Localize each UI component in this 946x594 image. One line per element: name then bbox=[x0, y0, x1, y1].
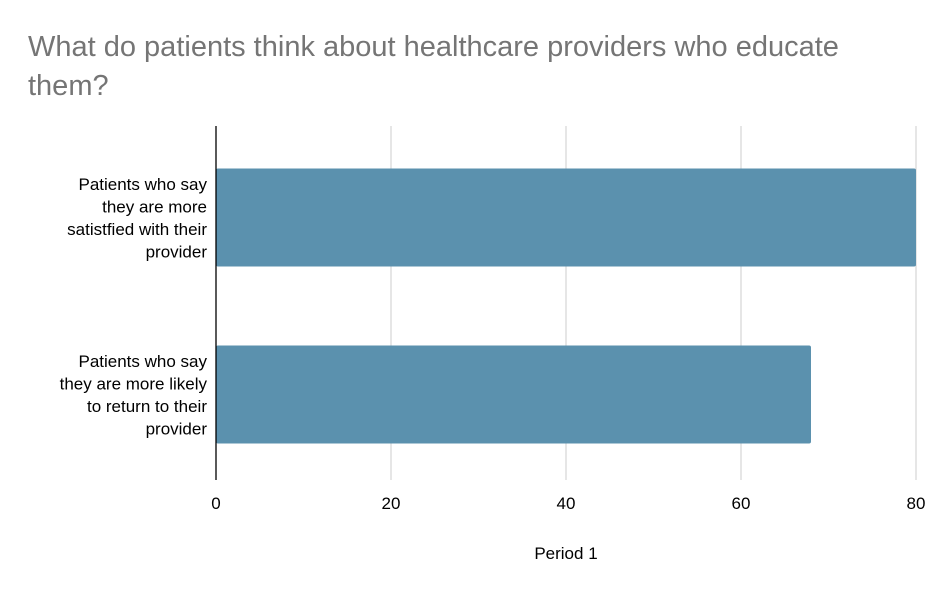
category-label-line: satistfied with their bbox=[67, 220, 207, 239]
x-tick-label: 0 bbox=[211, 494, 220, 513]
bar-1 bbox=[216, 168, 916, 267]
chart-title: What do patients think about healthcare … bbox=[28, 31, 839, 102]
category-label-line: they are more likely bbox=[60, 374, 208, 393]
x-tick-label: 60 bbox=[732, 494, 751, 513]
category-label-line: to return to their bbox=[87, 397, 207, 416]
category-label-line: provider bbox=[146, 242, 208, 261]
x-axis-title: Period 1 bbox=[534, 544, 597, 563]
category-label-line: provider bbox=[146, 419, 208, 438]
labels: 0 20 40 60 80 Patients who say they are more sa… bbox=[60, 175, 926, 563]
x-tick-label: 20 bbox=[382, 494, 401, 513]
x-tick-label: 80 bbox=[907, 494, 926, 513]
bar-2 bbox=[216, 345, 811, 444]
category-label-line: Patients who say bbox=[78, 175, 207, 194]
bars bbox=[216, 168, 916, 444]
category-label-line: Patients who say bbox=[78, 352, 207, 371]
x-tick-label: 40 bbox=[557, 494, 576, 513]
category-label-line: they are more bbox=[102, 197, 207, 216]
